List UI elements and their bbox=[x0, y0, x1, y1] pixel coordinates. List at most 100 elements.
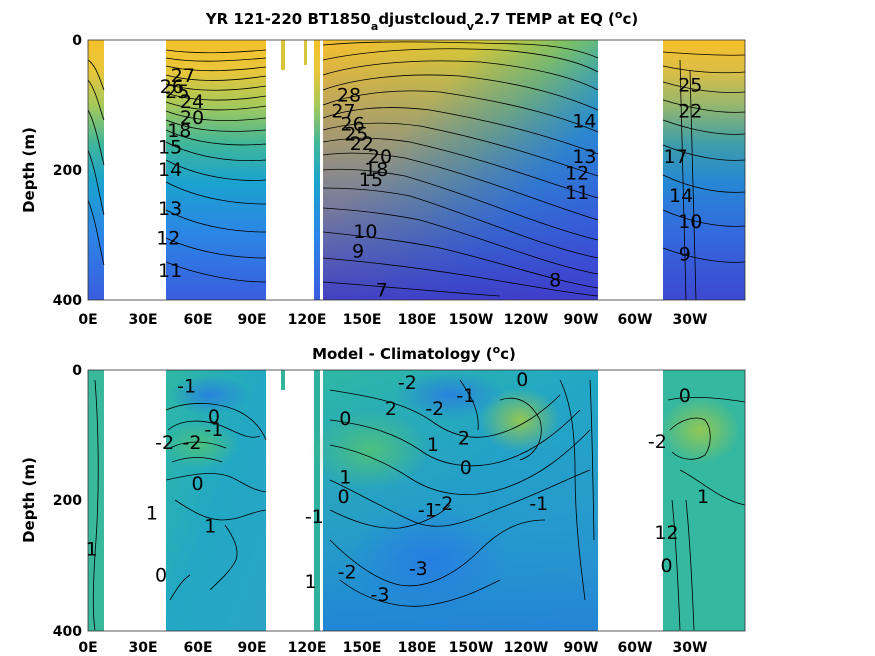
contour-label: 10 bbox=[353, 221, 377, 243]
bottom-x-tick-label: 0E bbox=[78, 640, 97, 656]
contour-label: 0 bbox=[679, 385, 691, 407]
top-x-ticks: 0E 30E 60E 90E 120E 150E 180E 150W 120W … bbox=[78, 312, 707, 328]
top-field-pacific-deep bbox=[323, 40, 598, 300]
top-chart-title: YR 121-220 BT1850adjustcloudv2.7 TEMP at… bbox=[205, 8, 638, 33]
contour-label: 17 bbox=[664, 146, 688, 168]
contour-label: 20 bbox=[368, 146, 392, 168]
contour-label: -2 bbox=[338, 561, 357, 583]
bottom-x-tick-label: 180E bbox=[398, 640, 437, 656]
top-x-tick-label: 0E bbox=[78, 312, 97, 328]
top-field-strait-b bbox=[304, 40, 307, 65]
contour-label: 9 bbox=[679, 244, 691, 266]
top-y-axis-label: Depth (m) bbox=[20, 127, 38, 213]
contour-label: 11 bbox=[565, 182, 589, 204]
contour-label: 18 bbox=[364, 159, 388, 181]
contour-label: 12 bbox=[654, 522, 678, 544]
top-heatmap bbox=[88, 40, 745, 300]
bottom-heatmap bbox=[88, 370, 745, 631]
top-y-ticks: 0 200 400 bbox=[53, 33, 82, 309]
bottom-x-ticks: 0E 30E 60E 90E 120E 150E 180E 150W 120W … bbox=[78, 640, 707, 656]
top-panel: YR 121-220 BT1850adjustcloudv2.7 TEMP at… bbox=[20, 8, 746, 328]
bottom-x-tick-label: 120E bbox=[288, 640, 327, 656]
contour-label: 7 bbox=[376, 279, 388, 301]
bottom-anomaly-warm-indian bbox=[160, 421, 240, 469]
contour-label: 1 bbox=[697, 486, 709, 508]
contour-label: 0 bbox=[191, 473, 203, 495]
contour-label: 0 bbox=[339, 408, 351, 430]
contour-label: -2 bbox=[434, 493, 453, 515]
contour-label: 15 bbox=[158, 136, 182, 158]
bottom-chart-title: Model - Climatology (oc) bbox=[312, 343, 516, 363]
bottom-y-tick-label: 200 bbox=[53, 493, 82, 509]
contour-label: 26 bbox=[160, 76, 184, 98]
top-x-tick-label: 30E bbox=[128, 312, 157, 328]
contour-label: 25 bbox=[678, 75, 702, 97]
contour-label: 0 bbox=[516, 369, 528, 391]
contour-label: 0 bbox=[155, 565, 167, 587]
bottom-x-tick-label: 150W bbox=[449, 640, 494, 656]
contour-label: 10 bbox=[678, 211, 702, 233]
contour-label: 14 bbox=[158, 159, 182, 181]
top-axes-box bbox=[87, 39, 746, 301]
contour-label: 13 bbox=[572, 146, 596, 168]
contour-label: 22 bbox=[350, 133, 374, 155]
contour-label: 15 bbox=[359, 169, 383, 191]
contour-label: -2 bbox=[183, 432, 202, 454]
contour-label: 1 bbox=[305, 571, 317, 593]
top-x-tick-label: 150E bbox=[343, 312, 382, 328]
bottom-x-tick-label: 30E bbox=[128, 640, 157, 656]
contour-label: -2 bbox=[648, 431, 667, 453]
top-x-tick-label: 90E bbox=[237, 312, 266, 328]
contour-label: 22 bbox=[678, 101, 702, 123]
bottom-field-strait-c bbox=[314, 370, 320, 631]
contour-label: 12 bbox=[156, 227, 180, 249]
contour-label: 0 bbox=[460, 457, 472, 479]
contour-label: -1 bbox=[529, 493, 548, 515]
bottom-field-strait-a bbox=[281, 370, 285, 390]
contour-label: 1 bbox=[146, 503, 158, 525]
bottom-x-tick-label: 60E bbox=[183, 640, 212, 656]
contour-label: 11 bbox=[158, 260, 182, 282]
top-y-tick-label: 400 bbox=[53, 293, 82, 309]
contour-label: 28 bbox=[337, 84, 361, 106]
contour-label: 13 bbox=[158, 198, 182, 220]
contour-label: 14 bbox=[669, 185, 693, 207]
bottom-contour-lines bbox=[92, 379, 745, 631]
bottom-anomaly-cold-pacific bbox=[350, 505, 510, 615]
contour-label: 1 bbox=[86, 538, 98, 560]
contour-label: -1 bbox=[305, 506, 324, 528]
contour-label: -1 bbox=[456, 385, 475, 407]
bottom-y-tick-label: 0 bbox=[72, 363, 82, 379]
contour-label: -3 bbox=[371, 584, 390, 606]
contour-label: 18 bbox=[167, 120, 191, 142]
contour-label: -1 bbox=[204, 419, 223, 441]
contour-label: -2 bbox=[398, 372, 417, 394]
bottom-anomaly-warm-pacific-west bbox=[310, 410, 430, 490]
top-field-strait-a bbox=[281, 40, 285, 70]
contour-label: 0 bbox=[208, 406, 220, 428]
contour-label: 25 bbox=[165, 81, 189, 103]
contour-label: 26 bbox=[341, 114, 365, 136]
bottom-y-tick-label: 400 bbox=[53, 624, 82, 640]
contour-label: 1 bbox=[204, 516, 216, 538]
bottom-y-ticks: 0 200 400 bbox=[53, 363, 82, 640]
bottom-panel: Model - Climatology (oc) bbox=[20, 343, 746, 656]
contour-label: 0 bbox=[660, 555, 672, 577]
contour-label: 12 bbox=[565, 162, 589, 184]
top-x-tick-label: 60W bbox=[618, 312, 653, 328]
contour-label: -1 bbox=[418, 499, 437, 521]
top-x-tick-label: 150W bbox=[449, 312, 494, 328]
bottom-x-tick-label: 30W bbox=[673, 640, 708, 656]
top-x-tick-label: 120W bbox=[504, 312, 549, 328]
contour-label: 2 bbox=[385, 398, 397, 420]
top-field-atlantic-west bbox=[88, 40, 104, 300]
bottom-anomaly-cold-indian bbox=[170, 375, 250, 415]
bottom-y-axis-label: Depth (m) bbox=[20, 457, 38, 543]
contour-label: 14 bbox=[572, 110, 596, 132]
top-y-tick-label: 0 bbox=[72, 33, 82, 49]
top-field-atlantic-deep bbox=[663, 40, 745, 300]
contour-label: 2 bbox=[458, 428, 470, 450]
contour-label: 9 bbox=[352, 240, 364, 262]
top-contour-lines bbox=[88, 41, 745, 300]
